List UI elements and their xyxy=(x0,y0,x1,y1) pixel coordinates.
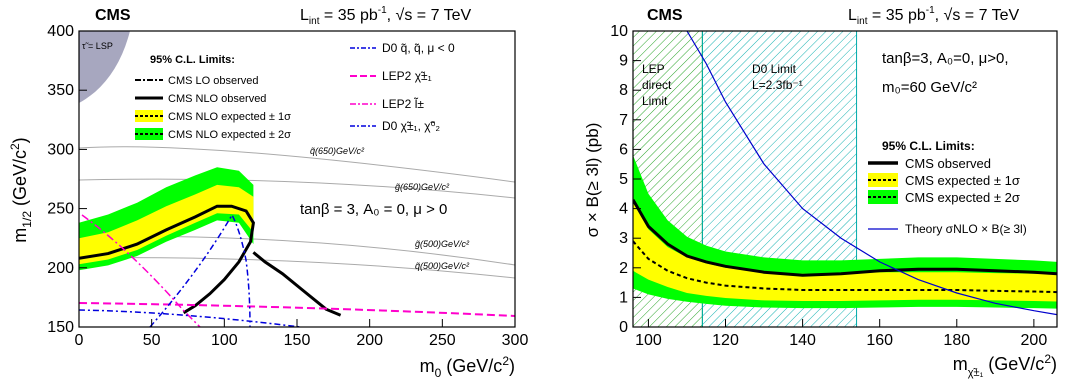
left-xtick-label-3: 150 xyxy=(284,332,311,349)
left-ytick-label-4: 350 xyxy=(47,82,74,99)
right-ytick-label-8: 8 xyxy=(619,82,628,99)
legend-label-nlo-observed: CMS NLO observed xyxy=(168,93,266,105)
legend-label-lep2-chargino: LEP2 χ̃±₁ xyxy=(382,69,432,83)
right-expected-1sigma-band xyxy=(633,202,1057,302)
left-legend-title: 95% C.L. Limits: xyxy=(150,54,235,66)
lep2-slepton-line xyxy=(81,214,201,327)
right-xtick-label-2: 140 xyxy=(789,332,816,349)
right-series-0 xyxy=(633,198,1057,277)
legend-label-cms-observed: CMS observed xyxy=(905,156,991,171)
left-xtick-label-1: 50 xyxy=(143,332,161,349)
right-xtick-label-0: 100 xyxy=(635,332,662,349)
right-ytick-label-3: 3 xyxy=(619,230,628,247)
left-series-1 xyxy=(252,251,342,317)
right-ytick-label-2: 2 xyxy=(619,260,628,277)
left-experiment-label: CMS xyxy=(95,7,131,24)
right-ytick-label-9: 9 xyxy=(619,53,628,70)
right-plot-area xyxy=(633,31,1057,327)
right-x-axis-label: mχ̃±₁ (GeV/c2) xyxy=(953,352,1057,379)
left-ytick-label-1: 200 xyxy=(47,260,74,277)
left-lumi-label: Lint = 35 pb-1, √s = 7 TeV xyxy=(300,5,472,27)
left-ytick-label-2: 250 xyxy=(47,201,74,218)
left-ytick-label-5: 400 xyxy=(47,23,74,40)
right-xtick-label-3: 160 xyxy=(866,332,893,349)
right-legend-title: 95% C.L. Limits: xyxy=(882,139,975,153)
right-y-axis-label: σ × B(≥ 3l) (pb) xyxy=(583,123,602,238)
left-header: CMS Lint = 35 pb-1, √s = 7 TeV xyxy=(95,5,472,27)
legend-label-cms-2sigma: CMS expected ± 2σ xyxy=(905,190,1020,205)
right-ytick-label-1: 1 xyxy=(619,289,628,306)
left-xtick-label-6: 300 xyxy=(502,332,529,349)
iso-contour-gluino-650 xyxy=(79,178,515,199)
left-x-axis-label: m0 (GeV/c2) xyxy=(420,354,515,380)
iso-contour-squark-650 xyxy=(79,146,515,183)
right-header: CMS Lint = 35 pb-1, √s = 7 TeV xyxy=(647,5,1020,27)
left-plot-area: τ̃ = LSP q̃(650)GeV/c² g̃(650)GeV/c² g̃(… xyxy=(79,31,515,327)
right-series-2 xyxy=(686,31,1057,316)
iso-label-gluino-650: g̃(650)GeV/c² xyxy=(395,182,450,192)
right-ytick-label-5: 5 xyxy=(619,171,628,188)
right-legend: 95% C.L. Limits: CMS observed CMS expect… xyxy=(868,139,1027,236)
right-xtick-label-4: 180 xyxy=(943,332,970,349)
legend-label-theory: Theory σNLO × B(≥ 3l) xyxy=(905,222,1027,236)
legend-label-lo-observed: CMS LO observed xyxy=(168,75,258,87)
right-ytick-label-10: 10 xyxy=(610,23,628,40)
right-ytick-label-4: 4 xyxy=(619,201,628,218)
legend-swatch-nlo-2sigma xyxy=(135,128,163,140)
right-xtick-label-1: 120 xyxy=(712,332,739,349)
left-ytick-label-0: 150 xyxy=(47,319,74,336)
d0-chargino-line xyxy=(149,213,251,327)
left-chart: CMS Lint = 35 pb-1, √s = 7 TeV τ̃ = LSP … xyxy=(8,5,528,380)
lep2-chargino-line xyxy=(79,302,515,317)
right-chart: CMS Lint = 35 pb-1, √s = 7 TeV 100 120 140… xyxy=(583,5,1058,379)
left-legend: 95% C.L. Limits: CMS LO observed CMS NLO… xyxy=(135,54,291,141)
left-xtick-label-4: 200 xyxy=(356,332,383,349)
legend-label-nlo-1sigma: CMS NLO expected ± 1σ xyxy=(168,111,291,123)
left-parameter-annotation: tanβ = 3, A₀ = 0, μ > 0 xyxy=(300,201,447,218)
d0-region-label: D0 Limit L=2.3fb⁻¹ xyxy=(752,62,803,92)
right-lumi-label: Lint = 35 pb-1, √s = 7 TeV xyxy=(848,5,1020,27)
left-series-0 xyxy=(79,204,255,315)
left-ytick-label-3: 300 xyxy=(47,141,74,158)
legend-label-nlo-2sigma: CMS NLO expected ± 2σ xyxy=(168,129,291,141)
stau-lsp-label: τ̃ = LSP xyxy=(82,41,113,51)
lep-region-label: LEP direct Limit xyxy=(642,62,675,108)
left-xtick-label-5: 250 xyxy=(429,332,456,349)
iso-contour-squark-500 xyxy=(79,257,515,279)
iso-label-squark-500: q̃(500)GeV/c² xyxy=(415,261,470,271)
iso-label-gluino-500: g̃(500)GeV/c² xyxy=(415,239,470,249)
right-ytick-label-6: 6 xyxy=(619,141,628,158)
right-series-1 xyxy=(633,240,1057,294)
right-ytick-label-7: 7 xyxy=(619,112,628,129)
iso-label-squark-650: q̃(650)GeV/c² xyxy=(310,146,365,156)
left-xtick-label-0: 0 xyxy=(75,332,84,349)
left-y-axis-label: m1/2 (GeV/c2) xyxy=(8,137,34,242)
right-xtick-label-5: 200 xyxy=(1021,332,1048,349)
right-experiment-label: CMS xyxy=(647,7,683,24)
legend-label-d0-chargino: D0 χ̃±₁, χ̃⁰₂ xyxy=(382,119,440,133)
right-ytick-label-0: 0 xyxy=(619,319,628,336)
legend-swatch-nlo-1sigma xyxy=(135,110,163,122)
left-xtick-label-2: 100 xyxy=(211,332,238,349)
left-expected-1sigma-band xyxy=(79,184,254,265)
legend-label-d0-squark: D0 q̃, q̃, μ < 0 xyxy=(382,41,455,55)
stau-lsp-region xyxy=(79,31,130,103)
legend-label-cms-1sigma: CMS expected ± 1σ xyxy=(905,173,1020,188)
right-parameter-annotation: tanβ=3, A₀=0, μ>0, m₀=60 GeV/c² xyxy=(882,50,1013,96)
left-legend-right: D0 q̃, q̃, μ < 0 LEP2 χ̃±₁ LEP2 l̃± D0 χ… xyxy=(350,41,455,133)
legend-label-lep2-slepton: LEP2 l̃± xyxy=(382,96,424,111)
d0-squark-line xyxy=(79,309,301,327)
